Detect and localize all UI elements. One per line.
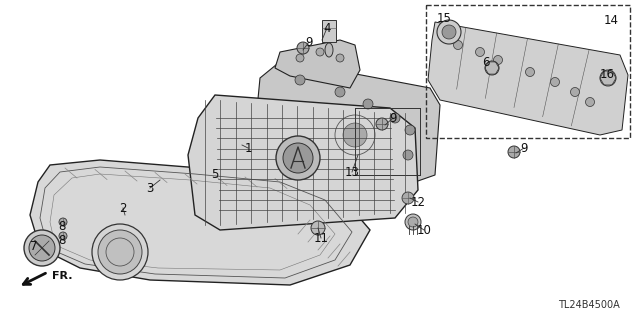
- Circle shape: [525, 68, 534, 77]
- Text: 6: 6: [483, 56, 490, 69]
- Circle shape: [24, 230, 60, 266]
- Text: 14: 14: [604, 13, 618, 26]
- Polygon shape: [255, 60, 440, 182]
- Text: 13: 13: [344, 166, 360, 179]
- Circle shape: [283, 143, 313, 173]
- Circle shape: [493, 56, 502, 64]
- Text: 15: 15: [436, 11, 451, 25]
- Circle shape: [363, 99, 373, 109]
- Circle shape: [297, 42, 309, 54]
- Text: 1: 1: [244, 142, 252, 154]
- Circle shape: [335, 87, 345, 97]
- Text: 16: 16: [600, 68, 614, 80]
- Circle shape: [316, 48, 324, 56]
- Text: 11: 11: [314, 232, 328, 244]
- Text: 8: 8: [58, 234, 66, 247]
- Circle shape: [485, 61, 499, 75]
- Bar: [322, 20, 336, 42]
- Polygon shape: [188, 95, 418, 230]
- Circle shape: [311, 221, 325, 235]
- Circle shape: [295, 75, 305, 85]
- Text: 12: 12: [410, 196, 426, 209]
- Text: 9: 9: [520, 142, 528, 154]
- Circle shape: [550, 78, 559, 86]
- Polygon shape: [428, 22, 628, 135]
- Circle shape: [508, 146, 520, 158]
- Text: 3: 3: [147, 182, 154, 195]
- Circle shape: [390, 113, 400, 123]
- Text: 7: 7: [30, 241, 38, 254]
- Circle shape: [437, 20, 461, 44]
- Text: 8: 8: [58, 219, 66, 233]
- Circle shape: [59, 232, 67, 240]
- Text: FR.: FR.: [52, 271, 72, 281]
- Circle shape: [98, 230, 142, 274]
- Bar: [426, 5, 630, 138]
- Circle shape: [586, 98, 595, 107]
- Text: 4: 4: [323, 21, 331, 34]
- Circle shape: [403, 150, 413, 160]
- Circle shape: [570, 87, 579, 97]
- Circle shape: [454, 41, 463, 49]
- Circle shape: [600, 70, 616, 86]
- Circle shape: [476, 48, 484, 56]
- Circle shape: [343, 123, 367, 147]
- Circle shape: [442, 25, 456, 39]
- Text: 5: 5: [211, 167, 219, 181]
- Text: 9: 9: [389, 112, 397, 124]
- Circle shape: [405, 125, 415, 135]
- Circle shape: [402, 192, 414, 204]
- Circle shape: [376, 118, 388, 130]
- Text: 2: 2: [119, 202, 127, 214]
- Polygon shape: [275, 40, 360, 88]
- Circle shape: [92, 224, 148, 280]
- Text: 9: 9: [305, 35, 313, 48]
- Polygon shape: [30, 160, 370, 285]
- Text: 10: 10: [417, 224, 431, 236]
- Text: TL24B4500A: TL24B4500A: [558, 300, 620, 310]
- Circle shape: [59, 218, 67, 226]
- Circle shape: [408, 217, 418, 227]
- Circle shape: [276, 136, 320, 180]
- Ellipse shape: [325, 43, 333, 57]
- Circle shape: [336, 54, 344, 62]
- Circle shape: [405, 214, 421, 230]
- Circle shape: [29, 235, 55, 261]
- Circle shape: [296, 54, 304, 62]
